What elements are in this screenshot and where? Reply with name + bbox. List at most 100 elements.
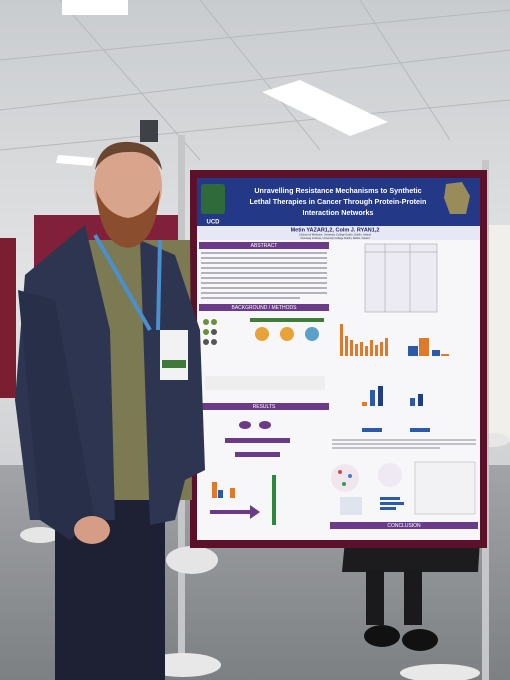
network-plot xyxy=(380,497,400,500)
network-plot xyxy=(342,482,346,486)
poster-title: Lethal Therapies in Cancer Through Prote… xyxy=(250,197,427,206)
poster-title: Unravelling Resistance Mechanisms to Syn… xyxy=(254,186,421,195)
network-plot xyxy=(331,464,359,492)
lanyard xyxy=(93,233,152,332)
results-figure xyxy=(239,421,251,429)
abstract-text xyxy=(201,252,327,299)
network-plot xyxy=(378,463,402,487)
lanyard xyxy=(156,239,162,331)
bar-chart xyxy=(375,345,378,356)
methods-figure xyxy=(203,339,209,345)
bar-chart xyxy=(410,428,430,432)
section-header xyxy=(330,522,478,529)
bar-chart xyxy=(365,346,368,356)
beard xyxy=(96,190,160,248)
results-figure xyxy=(212,482,217,498)
bar-chart xyxy=(362,428,382,432)
section-title: RESULTS xyxy=(253,404,276,410)
bar-chart xyxy=(370,340,373,356)
bar-chart xyxy=(408,346,418,356)
ceiling-grid xyxy=(59,0,201,161)
stand-base xyxy=(20,527,60,543)
logo-crest xyxy=(201,184,225,214)
ceiling-grid xyxy=(0,9,510,61)
section-header xyxy=(199,304,329,311)
results-figure xyxy=(230,488,235,498)
bar-chart xyxy=(362,386,430,432)
bar-chart xyxy=(410,398,415,406)
badge-stripe xyxy=(162,360,186,368)
section-title: ABSTRACT xyxy=(251,243,278,249)
bar-chart xyxy=(378,386,383,406)
bar-chart xyxy=(370,390,375,406)
network-plot xyxy=(380,507,396,510)
ceiling-light xyxy=(56,155,95,166)
ceiling-light xyxy=(62,0,128,15)
results-figure xyxy=(210,505,260,519)
ceiling-grid xyxy=(199,0,321,151)
bar-chart xyxy=(340,324,449,356)
section-title: CONCLUSION xyxy=(387,523,421,529)
logo-text: UCD xyxy=(207,220,221,226)
caption-text xyxy=(332,439,476,449)
face xyxy=(94,144,162,228)
methods-figure xyxy=(203,319,209,325)
methods-figure xyxy=(211,319,217,325)
bar-chart xyxy=(345,336,348,356)
results-figure xyxy=(210,421,290,525)
bar-chart xyxy=(360,342,363,356)
bar-chart xyxy=(380,342,383,356)
network-plot xyxy=(348,474,352,478)
methods-figure xyxy=(305,327,319,341)
section-header xyxy=(199,403,329,410)
network-plot xyxy=(380,502,404,505)
bar-chart xyxy=(340,324,343,356)
section-header xyxy=(199,242,329,249)
methods-figure xyxy=(203,318,325,390)
bar-chart xyxy=(355,344,358,356)
ceiling-grid xyxy=(0,49,510,111)
methods-figure xyxy=(211,329,217,335)
hair xyxy=(95,141,162,170)
poster-title: Interaction Networks xyxy=(302,208,373,217)
poster-authors: Metin YAZAR1,2, Colm J. RYAN1,2 xyxy=(291,227,380,233)
projector xyxy=(140,120,158,142)
poster-affiliation: 1School of Medicine, University College … xyxy=(299,233,371,237)
leg xyxy=(366,570,384,625)
bar-chart xyxy=(362,402,367,406)
bar-chart xyxy=(432,350,440,356)
hand xyxy=(74,516,110,544)
bar-chart xyxy=(441,354,449,356)
ceiling-light xyxy=(262,80,388,136)
methods-figure xyxy=(203,329,209,335)
methods-figure xyxy=(255,327,269,341)
ceiling-grid xyxy=(0,0,510,161)
map-logo xyxy=(444,182,470,214)
bar-chart xyxy=(385,338,388,356)
methods-figure xyxy=(280,327,294,341)
results-figure xyxy=(218,490,223,498)
blazer xyxy=(140,240,205,525)
section-title: BACKGROUND / METHODS xyxy=(231,305,297,311)
methods-figure xyxy=(205,376,325,390)
author-band xyxy=(197,226,480,240)
ceiling-grid xyxy=(0,99,510,151)
results-figure xyxy=(272,475,276,525)
sleeve xyxy=(18,290,95,540)
ceiling-grid xyxy=(359,0,451,141)
network-plot xyxy=(340,497,362,515)
poster-affiliation: 2Conway Institute, University College Du… xyxy=(300,236,370,240)
stand-base xyxy=(166,546,218,574)
results-figure xyxy=(259,421,271,429)
results-table xyxy=(364,243,438,313)
leg xyxy=(404,570,422,625)
results-figure xyxy=(225,438,290,443)
bar-chart xyxy=(418,394,423,406)
shoe xyxy=(364,625,400,647)
results-table xyxy=(364,243,438,313)
results-figure xyxy=(235,452,280,457)
network-plot xyxy=(414,461,476,515)
bar-chart xyxy=(350,340,353,356)
